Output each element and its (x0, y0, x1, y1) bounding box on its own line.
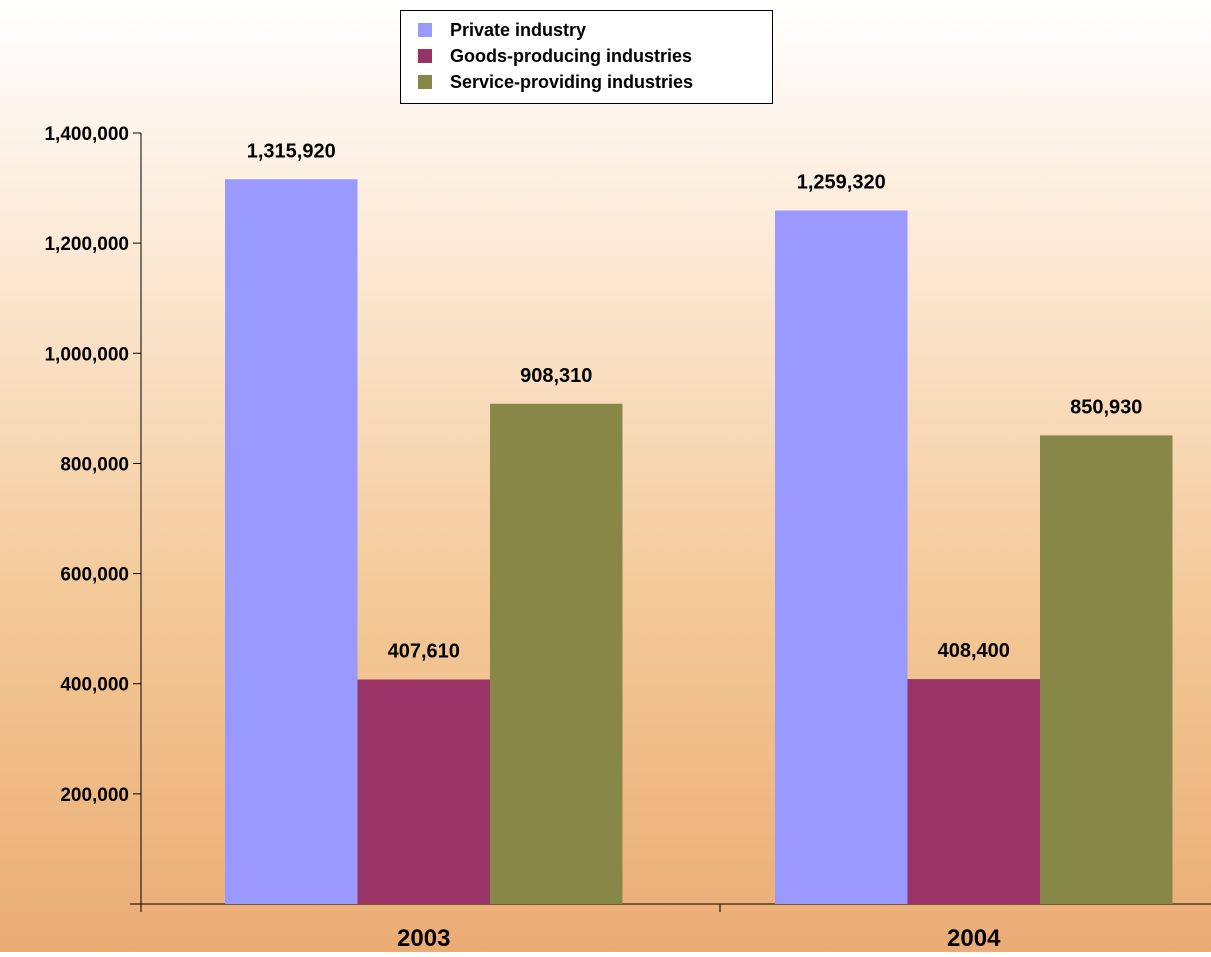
y-tick-label: 200,000 (60, 785, 129, 806)
bar (490, 403, 623, 904)
legend-box (400, 10, 773, 104)
bar (225, 179, 358, 904)
y-tick-label: 1,200,000 (44, 234, 129, 255)
data-label: 1,259,320 (797, 171, 886, 193)
y-tick-label: 400,000 (60, 675, 129, 696)
data-label: 850,930 (1070, 396, 1142, 418)
legend-swatch (418, 49, 432, 63)
x-axis: 2003 2004 (130, 903, 1211, 952)
legend-label: Goods-producing industries (450, 46, 692, 66)
data-label: 407,610 (388, 641, 460, 663)
data-labels: 1,315,920 1,259,320 407,610 408,400 908,310 8… (247, 140, 1143, 662)
bar (357, 679, 490, 904)
data-label: 408,400 (938, 640, 1010, 662)
data-label: 1,315,920 (247, 140, 336, 162)
legend: Private industry Goods-producing industri… (400, 10, 773, 104)
y-tick-label: 1,400,000 (44, 124, 129, 145)
y-tick-label: 600,000 (60, 565, 129, 586)
bar (775, 210, 908, 904)
x-tick-label: 2004 (947, 925, 1001, 952)
legend-label: Service-providing industries (450, 72, 693, 92)
legend-swatch (418, 23, 432, 37)
y-tick-label: 800,000 (60, 454, 129, 475)
legend-swatch (418, 75, 432, 89)
bar (1040, 435, 1173, 904)
legend-label: Private industry (450, 20, 586, 40)
bar (907, 679, 1040, 904)
x-tick-label: 2003 (397, 925, 450, 952)
data-label: 908,310 (520, 365, 592, 387)
y-tick-label: 1,000,000 (44, 344, 129, 365)
bars (225, 179, 1173, 904)
y-axis: 200,000 400,000 600,000 800,000 1,000,000 1,2… (44, 124, 142, 904)
